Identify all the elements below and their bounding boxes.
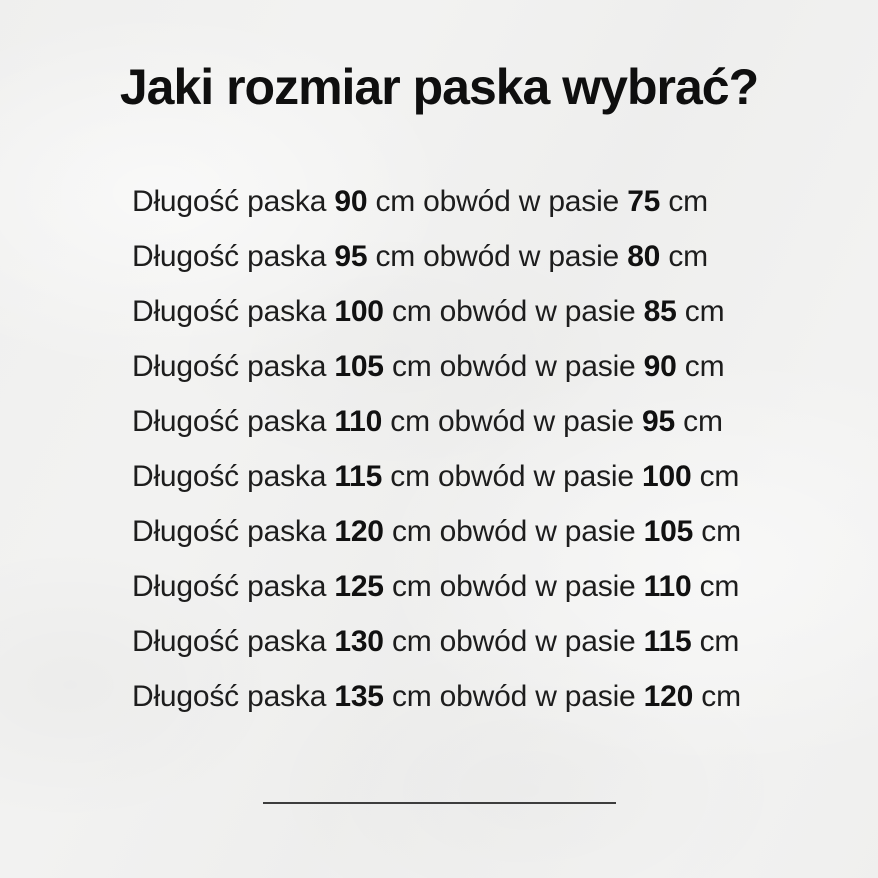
waist-value: 115	[643, 625, 692, 658]
waist-label: cm obwód w pasie	[375, 185, 620, 218]
waist-value: 105	[643, 515, 694, 548]
length-label: Długość paska	[132, 460, 327, 493]
unit-label: cm	[699, 625, 740, 658]
waist-value: 75	[627, 185, 661, 218]
waist-label: cm obwód w pasie	[391, 625, 636, 658]
size-row: Długość paska 120 cm obwód w pasie 105 c…	[132, 504, 741, 559]
waist-value: 95	[642, 405, 675, 438]
length-label: Długość paska	[132, 240, 327, 273]
size-row: Długość paska 110 cm obwód w pasie 95 cm	[132, 394, 741, 449]
waist-label: cm obwód w pasie	[390, 405, 634, 438]
length-label: Długość paska	[132, 350, 327, 383]
waist-value: 80	[627, 240, 661, 273]
size-table: Długość paska 90 cm obwód w pasie 75 cm …	[132, 174, 741, 724]
waist-label: cm obwód w pasie	[391, 680, 636, 713]
length-label: Długość paska	[132, 680, 327, 713]
size-row: Długość paska 135 cm obwód w pasie 120 c…	[132, 669, 741, 724]
size-row: Długość paska 125 cm obwód w pasie 110 c…	[132, 559, 741, 614]
length-label: Długość paska	[132, 405, 327, 438]
length-value: 95	[334, 240, 368, 273]
unit-label: cm	[701, 680, 741, 713]
length-label: Długość paska	[132, 515, 327, 548]
size-row: Długość paska 130 cm obwód w pasie 115 c…	[132, 614, 741, 669]
length-value: 90	[334, 185, 368, 218]
length-label: Długość paska	[132, 295, 327, 328]
unit-label: cm	[684, 350, 725, 383]
waist-value: 110	[643, 570, 692, 603]
size-row: Długość paska 100 cm obwód w pasie 85 cm	[132, 284, 741, 339]
length-label: Długość paska	[132, 185, 327, 218]
waist-label: cm obwód w pasie	[391, 570, 636, 603]
waist-label: cm obwód w pasie	[391, 515, 636, 548]
waist-value: 90	[643, 350, 677, 383]
length-value: 105	[334, 350, 384, 383]
length-value: 120	[334, 515, 384, 548]
length-label: Długość paska	[132, 625, 327, 658]
length-value: 125	[334, 570, 384, 603]
unit-label: cm	[701, 515, 741, 548]
waist-label: cm obwód w pasie	[390, 460, 634, 493]
page-title: Jaki rozmiar paska wybrać?	[119, 59, 759, 115]
divider-line	[263, 802, 616, 804]
size-row: Długość paska 115 cm obwód w pasie 100 c…	[132, 449, 741, 504]
length-value: 110	[334, 405, 383, 438]
unit-label: cm	[668, 185, 708, 218]
length-value: 130	[334, 625, 384, 658]
waist-value: 85	[643, 295, 677, 328]
unit-label: cm	[668, 240, 708, 273]
length-value: 100	[334, 295, 384, 328]
length-value: 135	[334, 680, 384, 713]
size-row: Długość paska 95 cm obwód w pasie 80 cm	[132, 229, 741, 284]
waist-value: 120	[643, 680, 694, 713]
unit-label: cm	[699, 460, 740, 493]
size-row: Długość paska 90 cm obwód w pasie 75 cm	[132, 174, 741, 229]
waist-label: cm obwód w pasie	[375, 240, 620, 273]
waist-label: cm obwód w pasie	[391, 295, 636, 328]
unit-label: cm	[699, 570, 740, 603]
unit-label: cm	[683, 405, 723, 438]
length-value: 115	[334, 460, 383, 493]
waist-label: cm obwód w pasie	[391, 350, 636, 383]
waist-value: 100	[642, 460, 692, 493]
size-row: Długość paska 105 cm obwód w pasie 90 cm	[132, 339, 741, 394]
length-label: Długość paska	[132, 570, 327, 603]
unit-label: cm	[684, 295, 725, 328]
